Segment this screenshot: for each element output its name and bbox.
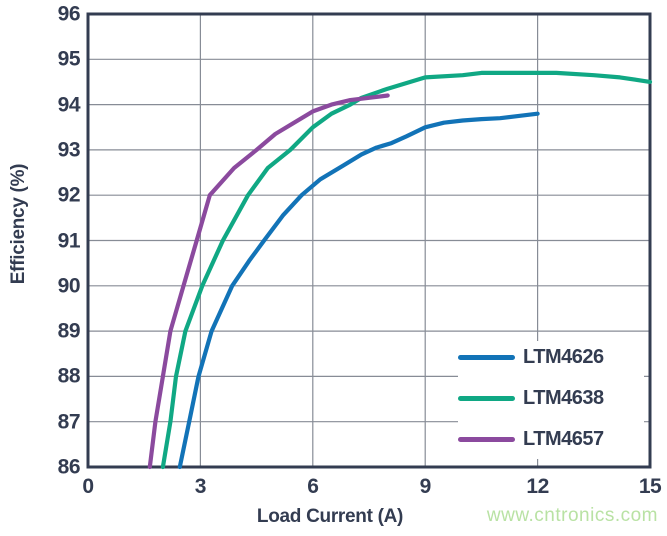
legend-swatch-ltm4657 — [458, 436, 515, 442]
x-tick-label: 9 — [419, 475, 432, 498]
legend-label-ltm4657: LTM4657 — [523, 428, 604, 450]
legend: LTM4626 LTM4638 LTM4657 — [458, 341, 644, 459]
watermark: www.cntronics.com — [486, 505, 658, 526]
y-tick-label: 94 — [57, 93, 81, 117]
legend-swatch-ltm4626 — [458, 354, 515, 360]
y-tick-label: 91 — [57, 229, 81, 252]
x-axis-tick-labels: 0 3 6 9 12 15 — [0, 476, 667, 500]
y-tick-label: 88 — [57, 364, 81, 388]
y-tick-label: 93 — [57, 138, 81, 162]
x-tick-label: 15 — [638, 475, 662, 498]
y-tick-label: 89 — [57, 319, 81, 343]
y-tick-label: 90 — [57, 274, 81, 298]
legend-label-ltm4638: LTM4638 — [523, 387, 604, 409]
x-tick-label: 3 — [194, 475, 207, 498]
legend-item-ltm4657: LTM4657 — [458, 429, 644, 449]
y-axis-tick-labels: 86 87 88 89 90 91 92 93 94 95 96 — [0, 0, 81, 536]
x-axis-title: Load Current (A) — [256, 506, 404, 527]
y-tick-label: 95 — [57, 47, 81, 71]
y-axis-title: Efficiency (%) — [8, 163, 29, 285]
y-tick-label: 96 — [57, 2, 81, 26]
legend-swatch-ltm4638 — [458, 395, 515, 401]
legend-item-ltm4638: LTM4638 — [458, 388, 644, 408]
legend-item-ltm4626: LTM4626 — [458, 347, 644, 367]
x-tick-label: 6 — [307, 475, 319, 498]
x-tick-label: 0 — [82, 475, 94, 498]
y-tick-label: 87 — [57, 410, 81, 434]
y-tick-label: 86 — [57, 455, 81, 479]
legend-label-ltm4626: LTM4626 — [523, 346, 604, 368]
x-tick-label: 12 — [526, 475, 549, 498]
y-tick-label: 92 — [57, 183, 81, 207]
